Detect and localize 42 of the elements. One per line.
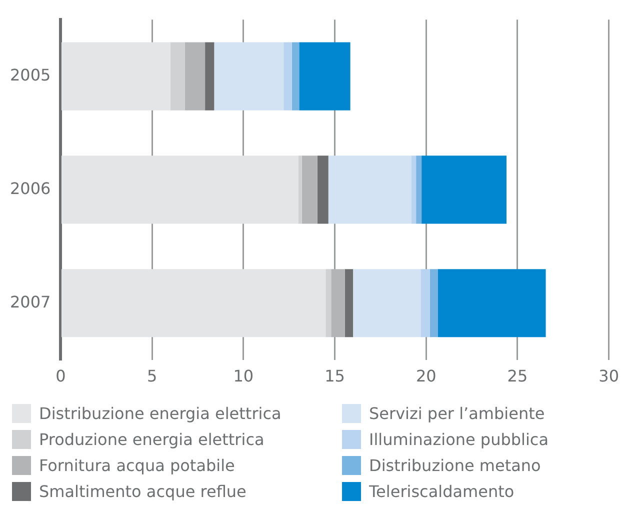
- bar: [353, 269, 421, 338]
- x-tick-label: 30: [598, 366, 619, 386]
- x-tick-label: 20: [416, 366, 436, 386]
- bar: [331, 269, 345, 338]
- x-tick-label: 5: [146, 366, 158, 386]
- bar: [328, 156, 412, 224]
- legend-label: Fornitura acqua potabile: [39, 456, 235, 474]
- bar: [420, 269, 430, 338]
- bar: [61, 156, 298, 224]
- bar: [170, 42, 185, 110]
- legend-label: Distribuzione energia elettrica: [39, 404, 282, 422]
- bar: [302, 156, 318, 224]
- bar: [61, 42, 170, 110]
- y-tick-label: 2005: [10, 65, 51, 84]
- x-tick-label: 0: [56, 366, 66, 386]
- bar: [438, 269, 546, 338]
- bar: [214, 42, 284, 110]
- x-tick-label: 25: [507, 366, 528, 386]
- bar: [284, 42, 292, 110]
- bar: [298, 156, 302, 224]
- legend-label: Produzione energia elettrica: [39, 430, 264, 448]
- bar: [422, 156, 507, 224]
- bar: [326, 269, 332, 338]
- bar: [416, 156, 422, 224]
- bar: [299, 42, 350, 110]
- legend-label: Smaltimento acque reflue: [39, 482, 246, 500]
- legend-label: Teleriscaldamento: [369, 482, 514, 500]
- legend-label: Servizi per l’ambiente: [369, 404, 545, 422]
- bar: [184, 42, 206, 110]
- bar: [430, 269, 438, 338]
- bar: [205, 42, 214, 110]
- bar: [344, 269, 354, 338]
- bar: [317, 156, 328, 224]
- y-tick-label: 2007: [10, 292, 51, 312]
- legend-label: Distribuzione metano: [369, 456, 541, 474]
- x-tick-label: 10: [233, 366, 254, 386]
- x-tick-label: 15: [324, 366, 345, 386]
- bar: [292, 42, 300, 110]
- legend-label: Illuminazione pubblica: [369, 430, 549, 448]
- y-tick-label: 2006: [10, 178, 51, 198]
- bar: [61, 269, 326, 338]
- bar: [412, 156, 416, 224]
